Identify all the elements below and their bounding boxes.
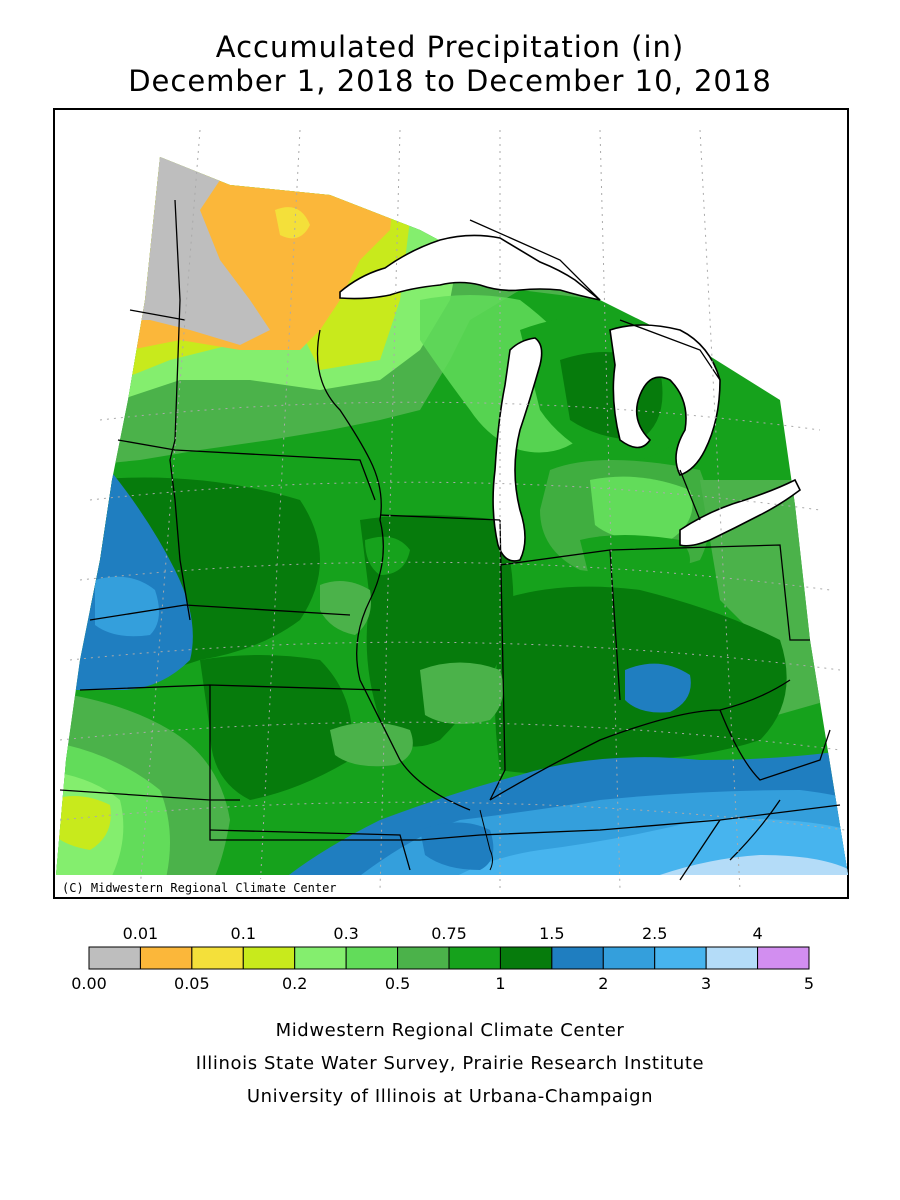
credit-line-2: Illinois State Water Survey, Prairie Res…	[195, 1053, 705, 1074]
legend-bottom-label: 1	[495, 974, 505, 993]
legend-bottom-label: 0.05	[174, 974, 210, 993]
legend-top-label: 4	[752, 924, 762, 943]
legend-swatch	[602, 946, 656, 970]
legend-top-label: 1.5	[539, 924, 564, 943]
legend-bottom-label: 0.5	[385, 974, 410, 993]
legend-bottom-label: 0.00	[71, 974, 107, 993]
legend-bottom-label: 5	[804, 974, 814, 993]
legend-bottom-label: 0.2	[282, 974, 307, 993]
copyright-box	[58, 879, 338, 896]
great-lakes	[339, 234, 802, 562]
legend-bottom-label: 3	[701, 974, 711, 993]
legend-swatch	[551, 946, 604, 970]
legend-swatch	[654, 946, 707, 970]
legend-top-label: 0.75	[431, 924, 467, 943]
map-date-range: December 1, 2018 to December 10, 2018	[128, 64, 772, 98]
legend-swatch	[345, 946, 399, 970]
lake-erie	[679, 478, 802, 547]
legend-swatch	[139, 946, 193, 970]
legend-swatch	[242, 946, 296, 970]
legend-top-label: 0.1	[231, 924, 256, 943]
legend-top-label: 0.3	[333, 924, 358, 943]
state-borders	[59, 199, 841, 881]
legend-swatch	[448, 946, 501, 970]
legend-bottom-label: 2	[598, 974, 608, 993]
legend-swatch	[705, 946, 759, 970]
legend-top-label: 0.01	[123, 924, 159, 943]
legend: 0.01 0.1 0.3 0.75 1.5 2.5 4 0.00 0.05 0.2 0.5 1 2 3 5	[71, 924, 814, 993]
rivers	[479, 809, 493, 871]
legend-swatch	[397, 946, 450, 970]
legend-swatch	[191, 946, 244, 970]
copyright-text: (C) Midwestern Regional Climate Center	[62, 881, 337, 895]
legend-top-label: 2.5	[642, 924, 667, 943]
graticule	[59, 129, 846, 891]
legend-swatch	[499, 946, 553, 970]
lake-huron	[609, 324, 721, 476]
legend-swatch	[757, 946, 810, 970]
credit-line-3: University of Illinois at Urbana-Champai…	[246, 1086, 654, 1107]
lake-michigan	[492, 337, 543, 562]
map-title: Accumulated Precipitation (in)	[215, 30, 685, 64]
legend-swatch	[294, 946, 347, 970]
legend-swatch	[88, 946, 141, 970]
credit-line-1: Midwestern Regional Climate Center	[275, 1020, 625, 1041]
